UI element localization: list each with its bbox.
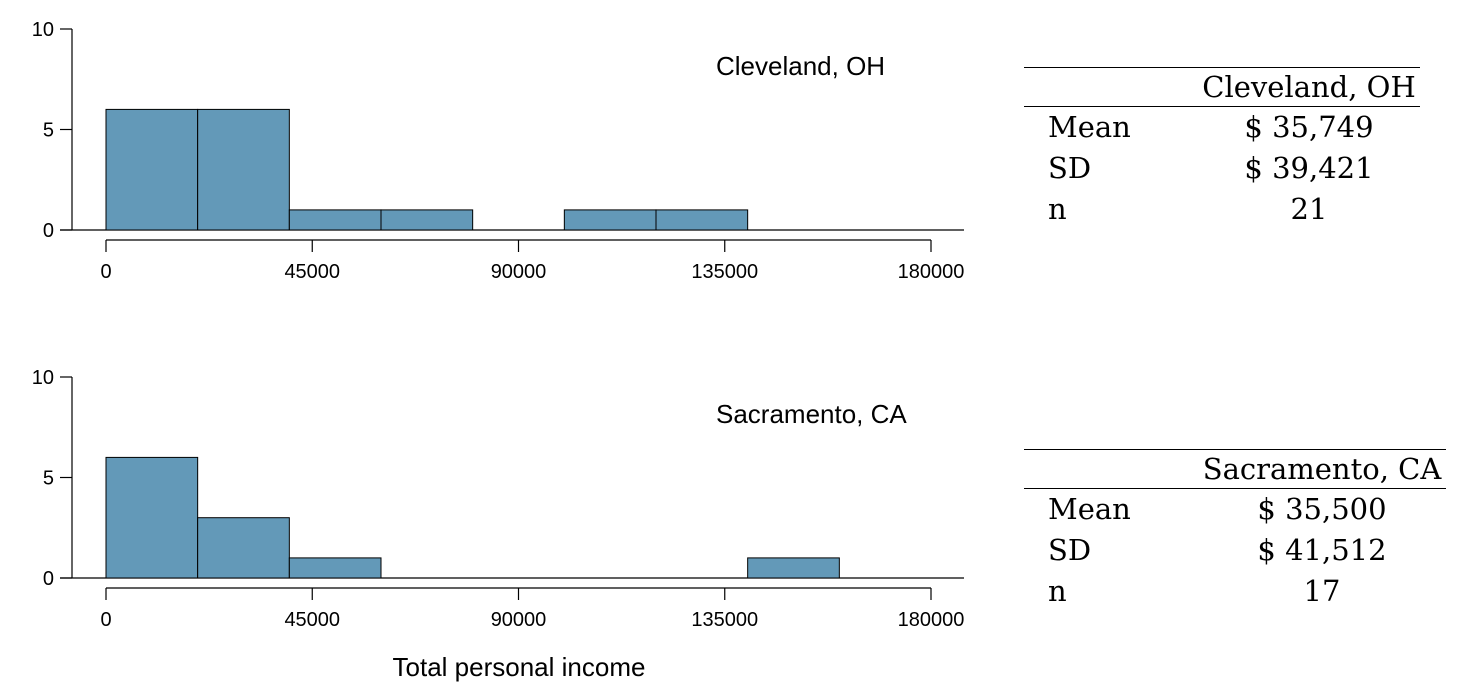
- row-value: $ 39,421: [1244, 151, 1374, 185]
- row-value: $ 41,512: [1257, 533, 1387, 567]
- x-tick-label: 45000: [284, 261, 340, 283]
- x-axis-label: Total personal income: [393, 652, 646, 682]
- y-tick-label: 10: [32, 19, 54, 41]
- histogram-bar: [288, 557, 382, 579]
- row-value: $ 35,749: [1244, 110, 1374, 144]
- histogram-bar: [197, 108, 290, 231]
- histogram-bar: [563, 209, 657, 231]
- y-tick-label: 5: [43, 468, 54, 490]
- sacramento-stats-table: Sacramento, CA Mean $ 35,500 SD $ 41,512…: [1024, 449, 1446, 612]
- x-tick-label: 180000: [898, 261, 965, 283]
- histogram-bar: [197, 517, 290, 579]
- cleveland-stats-table: Cleveland, OH Mean $ 35,749 SD $ 39,421 …: [1024, 67, 1420, 230]
- table-header: Cleveland, OH: [1198, 67, 1420, 107]
- table-row: SD $ 41,512: [1024, 530, 1446, 571]
- y-tick-label: 5: [43, 120, 54, 142]
- y-tick-label: 0: [43, 568, 54, 590]
- panel-title: Sacramento, CA: [716, 399, 907, 429]
- y-tick-label: 0: [43, 220, 54, 242]
- x-tick-label: 45000: [284, 609, 340, 631]
- y-tick-label: 10: [32, 367, 54, 389]
- x-tick-label: 0: [100, 261, 111, 283]
- histogram-bar: [655, 209, 749, 231]
- x-tick-label: 135000: [691, 609, 758, 631]
- table-row: Mean $ 35,500: [1024, 489, 1446, 531]
- row-label: SD: [1048, 151, 1092, 185]
- histogram-bar: [380, 209, 474, 231]
- row-value: 17: [1303, 574, 1341, 608]
- row-label: n: [1048, 192, 1067, 226]
- x-tick-label: 90000: [491, 609, 547, 631]
- histogram-bar: [105, 456, 199, 579]
- row-label: Mean: [1048, 110, 1131, 144]
- row-label: Mean: [1048, 492, 1131, 526]
- table-row: n 17: [1024, 571, 1446, 612]
- table-row: n 21: [1024, 189, 1420, 230]
- histogram-bar: [747, 557, 840, 579]
- row-value: $ 35,500: [1257, 492, 1387, 526]
- row-label: SD: [1048, 533, 1092, 567]
- row-value: 21: [1290, 192, 1328, 226]
- x-tick-label: 0: [100, 609, 111, 631]
- table-row: SD $ 39,421: [1024, 148, 1420, 189]
- table-header: Sacramento, CA: [1198, 449, 1446, 489]
- histogram-bar: [105, 108, 199, 231]
- x-tick-label: 135000: [691, 261, 758, 283]
- x-tick-label: 90000: [491, 261, 547, 283]
- panel-title: Cleveland, OH: [716, 51, 885, 81]
- histogram-bar: [288, 209, 382, 231]
- x-tick-label: 180000: [898, 609, 965, 631]
- row-label: n: [1048, 574, 1067, 608]
- table-row: Mean $ 35,749: [1024, 107, 1420, 149]
